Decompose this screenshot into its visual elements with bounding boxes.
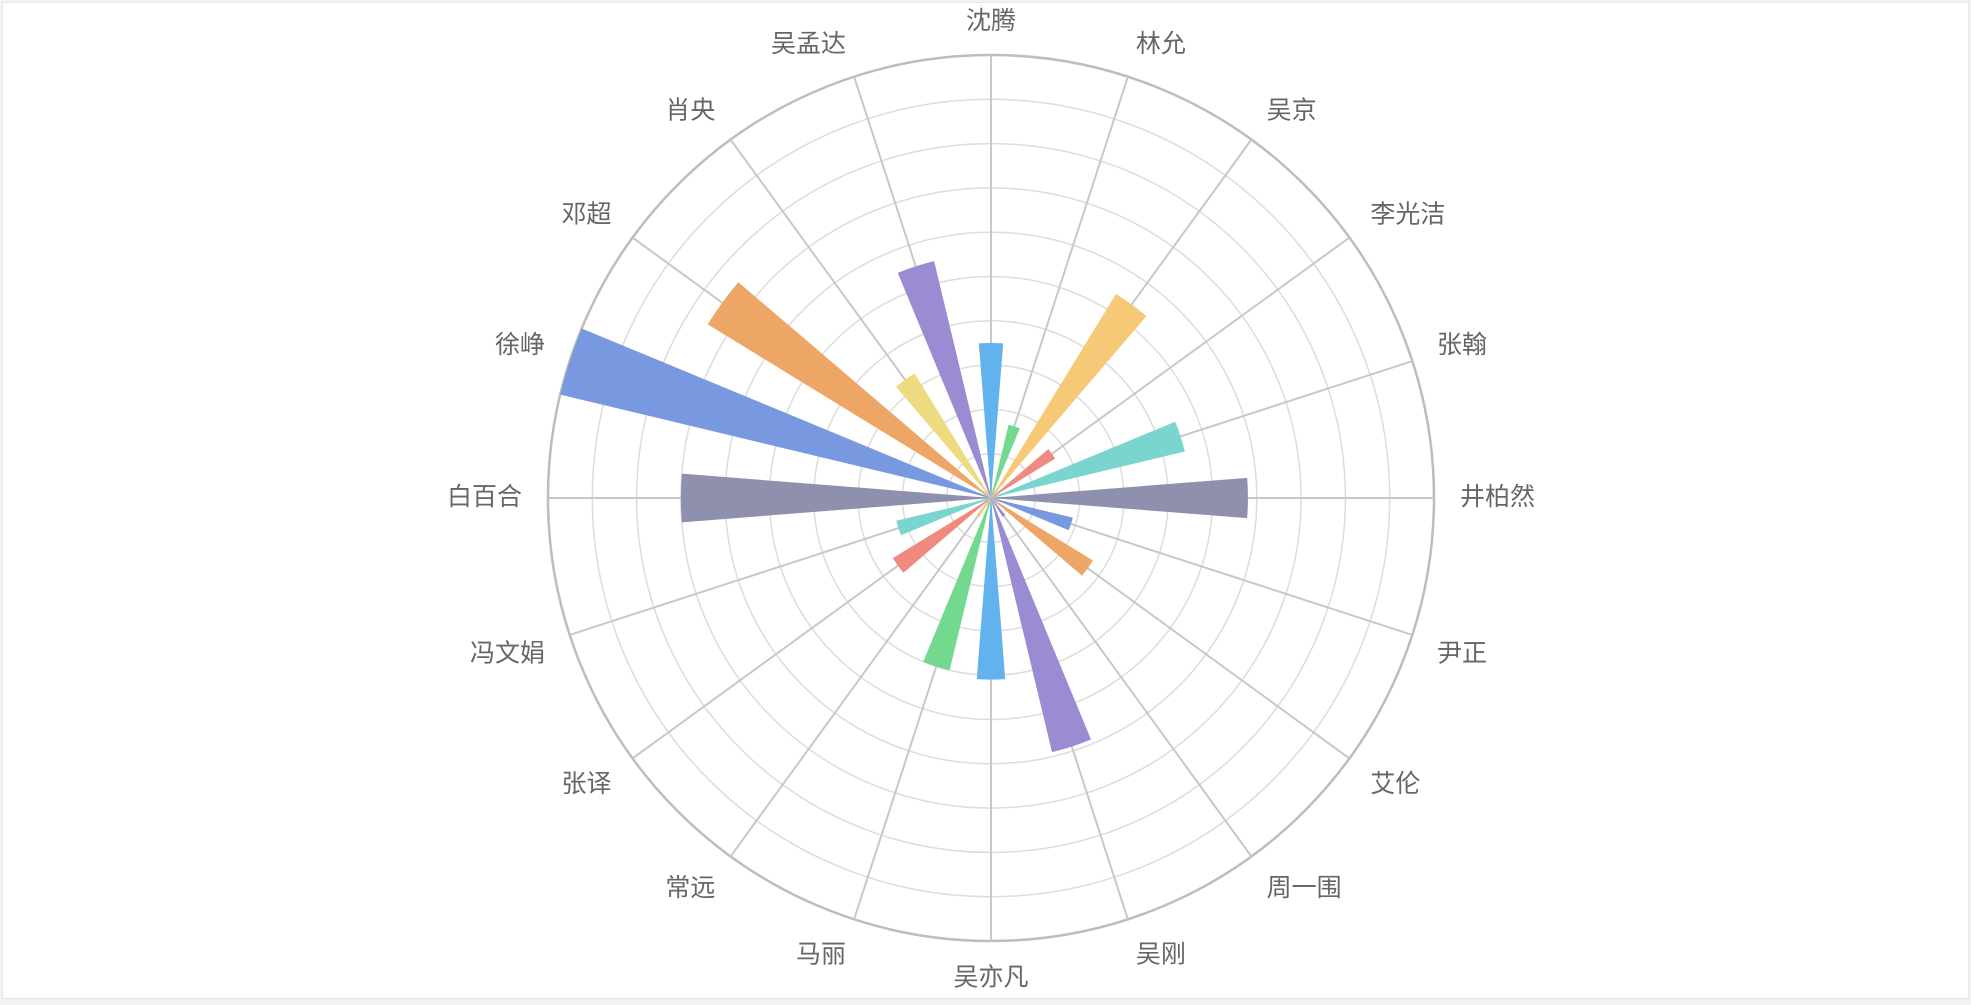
bar-冯文娟[interactable] <box>896 498 991 536</box>
category-label: 吴京 <box>1267 96 1317 125</box>
bar-林允[interactable] <box>991 424 1020 498</box>
category-label: 白百合 <box>447 482 522 511</box>
bar-常远[interactable] <box>976 498 991 517</box>
bar-张翰[interactable] <box>991 421 1185 498</box>
bar-白百合[interactable] <box>680 473 991 523</box>
bar-井柏然[interactable] <box>991 477 1248 519</box>
bar-吴刚[interactable] <box>991 498 1092 753</box>
category-label: 冯文娟 <box>470 638 545 667</box>
bar-马丽[interactable] <box>923 498 991 671</box>
category-label: 沈腾 <box>966 6 1016 35</box>
category-label: 井柏然 <box>1460 482 1535 511</box>
category-label: 林允 <box>1136 29 1186 58</box>
category-label: 张译 <box>562 769 612 798</box>
category-label: 徐峥 <box>495 330 545 359</box>
radial-spoke <box>990 497 1253 857</box>
bar-吴亦凡[interactable] <box>976 498 1006 680</box>
bar-沈腾[interactable] <box>978 342 1004 498</box>
bar-尹正[interactable] <box>991 498 1073 531</box>
category-label: 李光洁 <box>1370 199 1445 228</box>
category-label: 尹正 <box>1437 638 1487 667</box>
bar-张译[interactable] <box>892 498 991 573</box>
category-label: 周一围 <box>1267 873 1342 902</box>
bar-邓超[interactable] <box>707 282 991 498</box>
category-label: 常远 <box>665 873 715 902</box>
bar-李光洁[interactable] <box>991 449 1056 498</box>
category-label: 肖央 <box>665 96 715 125</box>
category-label: 吴孟达 <box>771 29 846 58</box>
bar-周一围[interactable] <box>991 498 1006 517</box>
radial-spoke <box>729 497 992 857</box>
category-label: 马丽 <box>796 939 846 968</box>
bar-肖央[interactable] <box>896 373 991 498</box>
category-label: 吴刚 <box>1136 939 1186 968</box>
bar-吴京[interactable] <box>991 294 1147 498</box>
bar-徐峥[interactable] <box>560 328 991 498</box>
bar-series <box>560 261 1248 753</box>
bar-艾伦[interactable] <box>991 498 1093 576</box>
category-label: 邓超 <box>562 199 612 228</box>
bar-吴孟达[interactable] <box>897 261 991 498</box>
category-label: 艾伦 <box>1370 769 1420 798</box>
category-label: 吴亦凡 <box>953 962 1028 991</box>
category-label: 张翰 <box>1437 330 1487 359</box>
